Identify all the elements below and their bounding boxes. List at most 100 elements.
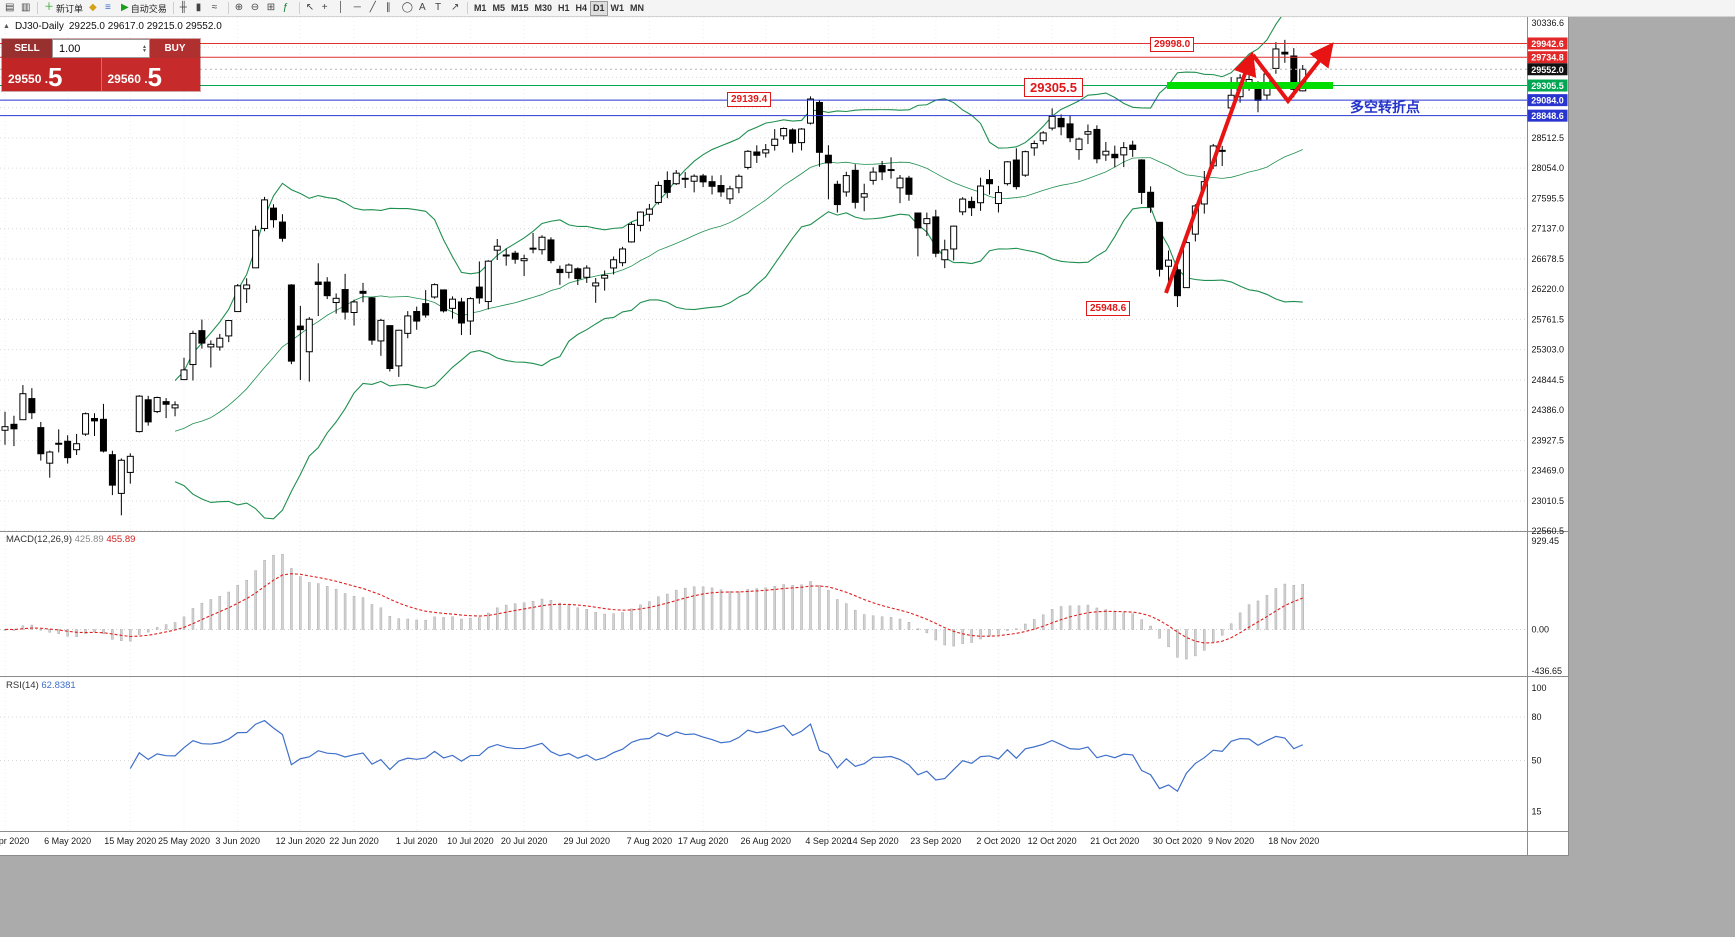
zoom-in-button[interactable]: ⊕ bbox=[232, 1, 248, 16]
candle-body bbox=[842, 175, 850, 193]
crosshair-tool-button[interactable]: + bbox=[319, 1, 335, 16]
macd-histogram-bar bbox=[558, 602, 562, 630]
macd-histogram-bar bbox=[737, 591, 741, 630]
volume-value[interactable]: 1.00 bbox=[59, 42, 81, 55]
trend-note: 多空转折点 bbox=[1350, 99, 1420, 115]
price-scale-label: 28054.0 bbox=[1532, 163, 1565, 173]
price-scale[interactable]: 30336.6 28512.5 28054.0 27595.5 27137.0 26678… bbox=[1527, 18, 1568, 816]
trendline-tool-button[interactable]: ╱ bbox=[367, 1, 383, 16]
ellipse-tool-button[interactable]: ◯ bbox=[399, 1, 416, 16]
macd-histogram-bar bbox=[567, 604, 571, 630]
timeframe-m30[interactable]: M30 bbox=[531, 1, 555, 16]
indicators-button-icon: ƒ bbox=[282, 2, 289, 13]
cursor-tool-button[interactable]: ↖ bbox=[303, 1, 319, 16]
timeframe-m1[interactable]: M1 bbox=[471, 1, 490, 16]
candle-body bbox=[663, 179, 671, 193]
macd-histogram-bar bbox=[836, 599, 839, 630]
timeframe-mn[interactable]: MN bbox=[627, 1, 647, 16]
candle-body bbox=[672, 172, 680, 185]
text-tool-button[interactable]: A bbox=[416, 1, 432, 16]
macd-histogram-bar bbox=[898, 618, 902, 630]
candle-body bbox=[1012, 159, 1020, 188]
price-scale-label: 28512.5 bbox=[1532, 133, 1565, 143]
sell-button[interactable]: SELL bbox=[2, 39, 52, 58]
macd-histogram-bar bbox=[397, 618, 401, 630]
timeframe-h4[interactable]: H4 bbox=[573, 1, 591, 16]
profiles-button-icon: ▥ bbox=[21, 2, 31, 13]
macd-histogram-bar bbox=[1041, 614, 1045, 630]
autotrading-button[interactable]: ▶ 自动交易 bbox=[118, 1, 170, 16]
timeframe-d1-icon: D1 bbox=[593, 2, 605, 13]
price-tag-label: 29734.8 bbox=[1531, 53, 1564, 63]
macd-label: MACD(12,26,9) 425.89 455.89 bbox=[6, 534, 135, 545]
channel-tool-button[interactable]: ∥ bbox=[383, 1, 399, 16]
candle-body bbox=[994, 192, 1002, 205]
candle-body bbox=[431, 284, 439, 298]
timeframe-h1[interactable]: H1 bbox=[555, 1, 573, 16]
timeframe-d1[interactable]: D1 bbox=[590, 0, 608, 16]
candle-body bbox=[520, 258, 528, 262]
bar-chart-mode-button[interactable]: ╫ bbox=[177, 1, 193, 16]
candlestick-mode-button[interactable]: ▮ bbox=[193, 1, 209, 16]
volume-down-icon[interactable]: ▼ bbox=[142, 47, 147, 54]
macd-histogram-bar bbox=[138, 629, 141, 635]
candle-body bbox=[511, 252, 519, 260]
macd-value-signal: 455.89 bbox=[106, 534, 136, 545]
buy-price[interactable]: 29560 .5 bbox=[101, 58, 200, 91]
indicators-button[interactable]: ƒ bbox=[280, 1, 296, 16]
profiles-button[interactable]: ▥ bbox=[18, 1, 34, 16]
macd-histogram-bar bbox=[370, 604, 374, 630]
candle-body bbox=[1, 426, 9, 431]
volume-up-icon[interactable]: ▲ bbox=[142, 43, 147, 50]
arrow-tool-button[interactable]: ↗ bbox=[448, 1, 464, 16]
timeframe-m5[interactable]: M5 bbox=[489, 1, 508, 16]
vertical-line-tool-button[interactable]: │ bbox=[335, 1, 351, 16]
macd-histogram-bar bbox=[666, 593, 669, 630]
candle-body bbox=[833, 183, 841, 206]
chart-canvas[interactable]: 30336.6 28512.5 28054.0 27595.5 27137.0 26678… bbox=[0, 17, 1568, 855]
macd-histogram-bar bbox=[129, 629, 132, 642]
candle-body bbox=[1111, 153, 1119, 159]
price-tag-label: 29552.0 bbox=[1531, 65, 1564, 75]
macd-scale-label: -436.65 bbox=[1532, 666, 1563, 676]
timeframe-w1[interactable]: W1 bbox=[608, 1, 628, 16]
macd-histogram-bar bbox=[1068, 605, 1072, 630]
metaeditor-button[interactable]: ◆ bbox=[86, 1, 102, 16]
symbol-period-label: DJ30-Daily bbox=[14, 21, 64, 32]
macd-histogram-bar bbox=[692, 586, 696, 630]
candle-body bbox=[762, 149, 770, 154]
timeframe-m15[interactable]: M15 bbox=[508, 1, 532, 16]
macd-histogram-bar bbox=[200, 602, 204, 630]
one-click-toggle-icon[interactable]: ▲ bbox=[3, 23, 10, 30]
zoom-out-button[interactable]: ⊖ bbox=[248, 1, 264, 16]
label-tool-button[interactable]: T bbox=[432, 1, 448, 16]
date-label: 29 Jul 2020 bbox=[563, 836, 610, 846]
macd-histogram-bar bbox=[648, 601, 651, 630]
price-scale-label: 24844.5 bbox=[1532, 375, 1565, 385]
new-chart-button[interactable]: ▤ bbox=[2, 1, 18, 16]
macd-histogram-bar bbox=[1238, 612, 1242, 630]
candle-body bbox=[592, 282, 600, 287]
trend-arrow bbox=[1164, 51, 1257, 294]
price-tag bbox=[1527, 63, 1568, 76]
horizontal-line-tool-button[interactable]: ─ bbox=[351, 1, 367, 16]
candle-body bbox=[278, 221, 286, 239]
candle-body bbox=[457, 301, 465, 324]
new-order-button[interactable]: ＋新订单 bbox=[41, 1, 86, 16]
volume-field[interactable]: 1.00 ▲ ▼ bbox=[52, 39, 150, 58]
macd-histogram-bar bbox=[281, 553, 284, 630]
line-chart-mode-button[interactable]: ≈ bbox=[209, 1, 225, 16]
tile-windows-button[interactable]: ⊞ bbox=[264, 1, 280, 16]
sell-price[interactable]: 29550 .5 bbox=[2, 58, 102, 91]
date-label: 6 May 2020 bbox=[44, 836, 91, 846]
buy-button[interactable]: BUY bbox=[150, 39, 200, 58]
date-label: 12 Oct 2020 bbox=[1028, 836, 1077, 846]
candle-body bbox=[959, 198, 967, 213]
text-tool-button-icon: A bbox=[418, 2, 426, 13]
macd-histogram-bar bbox=[1050, 609, 1054, 630]
candle-body bbox=[377, 319, 385, 342]
sell-price-big-digit: 5 bbox=[48, 62, 63, 92]
price-scale-label: 30336.6 bbox=[1532, 18, 1565, 28]
market-watch-button[interactable]: ≡ bbox=[102, 1, 118, 16]
